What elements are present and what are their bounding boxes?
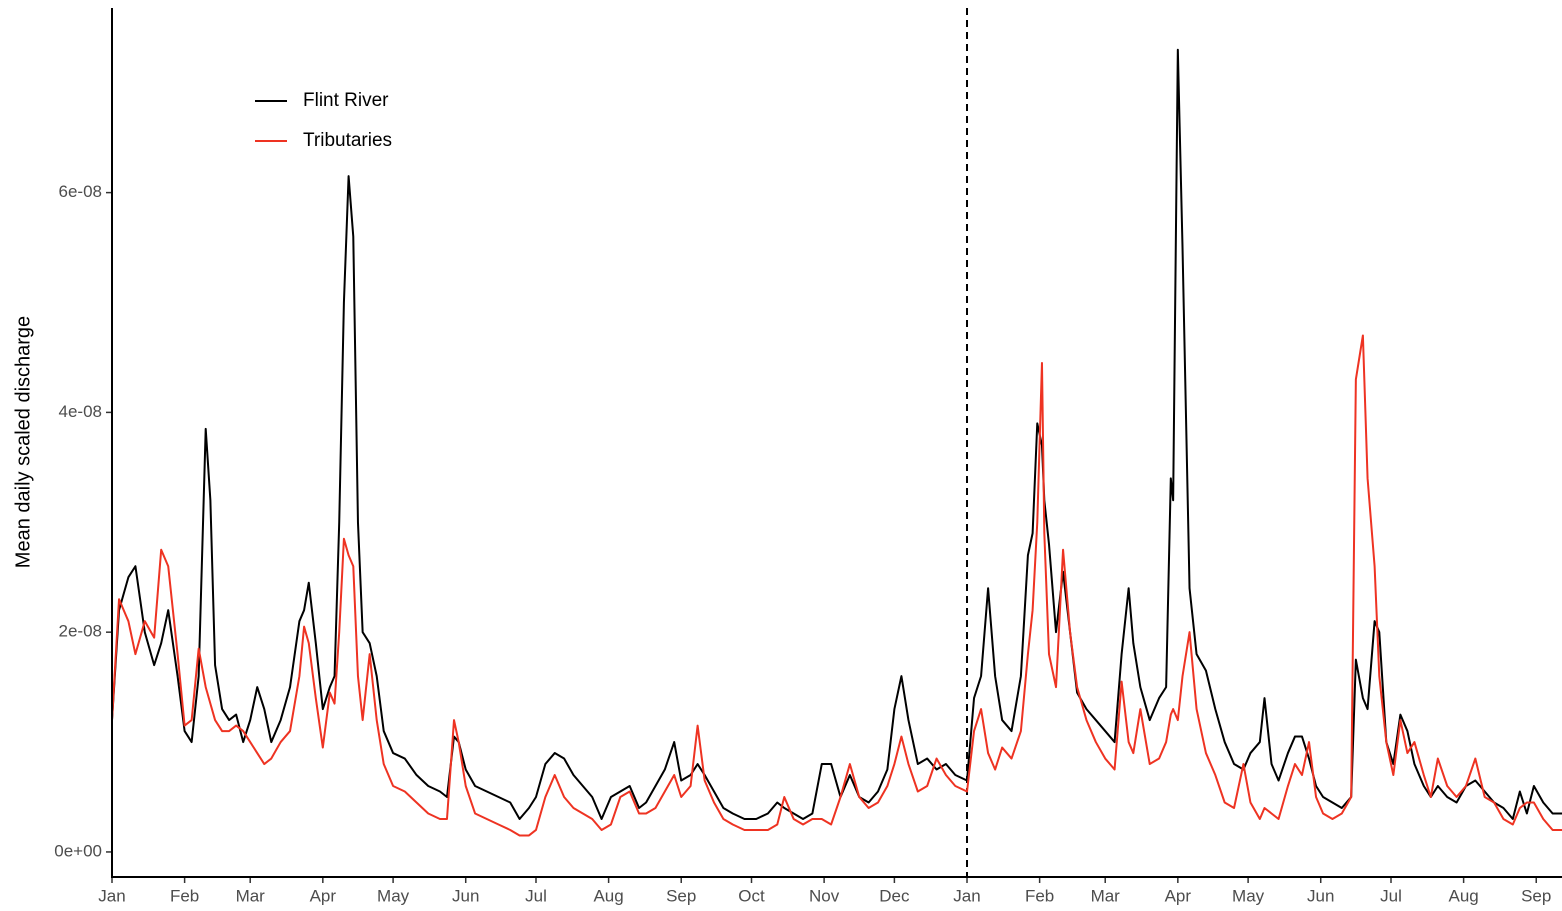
y-axis-title: Mean daily scaled discharge bbox=[12, 316, 34, 568]
y-tick-label: 6e-08 bbox=[59, 182, 102, 201]
x-tick-label: Apr bbox=[310, 886, 337, 905]
series-line bbox=[111, 48, 1562, 820]
x-tick-label: Jun bbox=[452, 886, 479, 905]
x-tick-label: Apr bbox=[1165, 886, 1192, 905]
y-tick-label: 0e+00 bbox=[54, 841, 102, 860]
x-tick-label: Aug bbox=[593, 886, 623, 905]
series-line bbox=[111, 334, 1562, 837]
y-tick-label: 4e-08 bbox=[59, 402, 102, 421]
x-tick-label: Mar bbox=[236, 886, 266, 905]
x-tick-label: Oct bbox=[738, 886, 765, 905]
x-tick-label: Feb bbox=[1025, 886, 1054, 905]
x-tick-label: Mar bbox=[1091, 886, 1121, 905]
x-tick-label: Nov bbox=[809, 886, 840, 905]
y-tick-label: 2e-08 bbox=[59, 622, 102, 641]
x-tick-label: Aug bbox=[1448, 886, 1478, 905]
x-tick-label: May bbox=[1232, 886, 1265, 905]
x-tick-label: Sep bbox=[1521, 886, 1551, 905]
x-tick-label: Sep bbox=[666, 886, 696, 905]
x-tick-label: Dec bbox=[879, 886, 910, 905]
x-tick-label: Jul bbox=[1380, 886, 1402, 905]
x-tick-label: Feb bbox=[170, 886, 199, 905]
x-tick-label: Jun bbox=[1307, 886, 1334, 905]
x-tick-label: Jul bbox=[525, 886, 547, 905]
legend-label: Flint River bbox=[303, 90, 389, 111]
legend-label: Tributaries bbox=[303, 130, 392, 151]
x-tick-label: Jan bbox=[98, 886, 125, 905]
x-tick-label: May bbox=[377, 886, 410, 905]
x-tick-label: Jan bbox=[953, 886, 980, 905]
